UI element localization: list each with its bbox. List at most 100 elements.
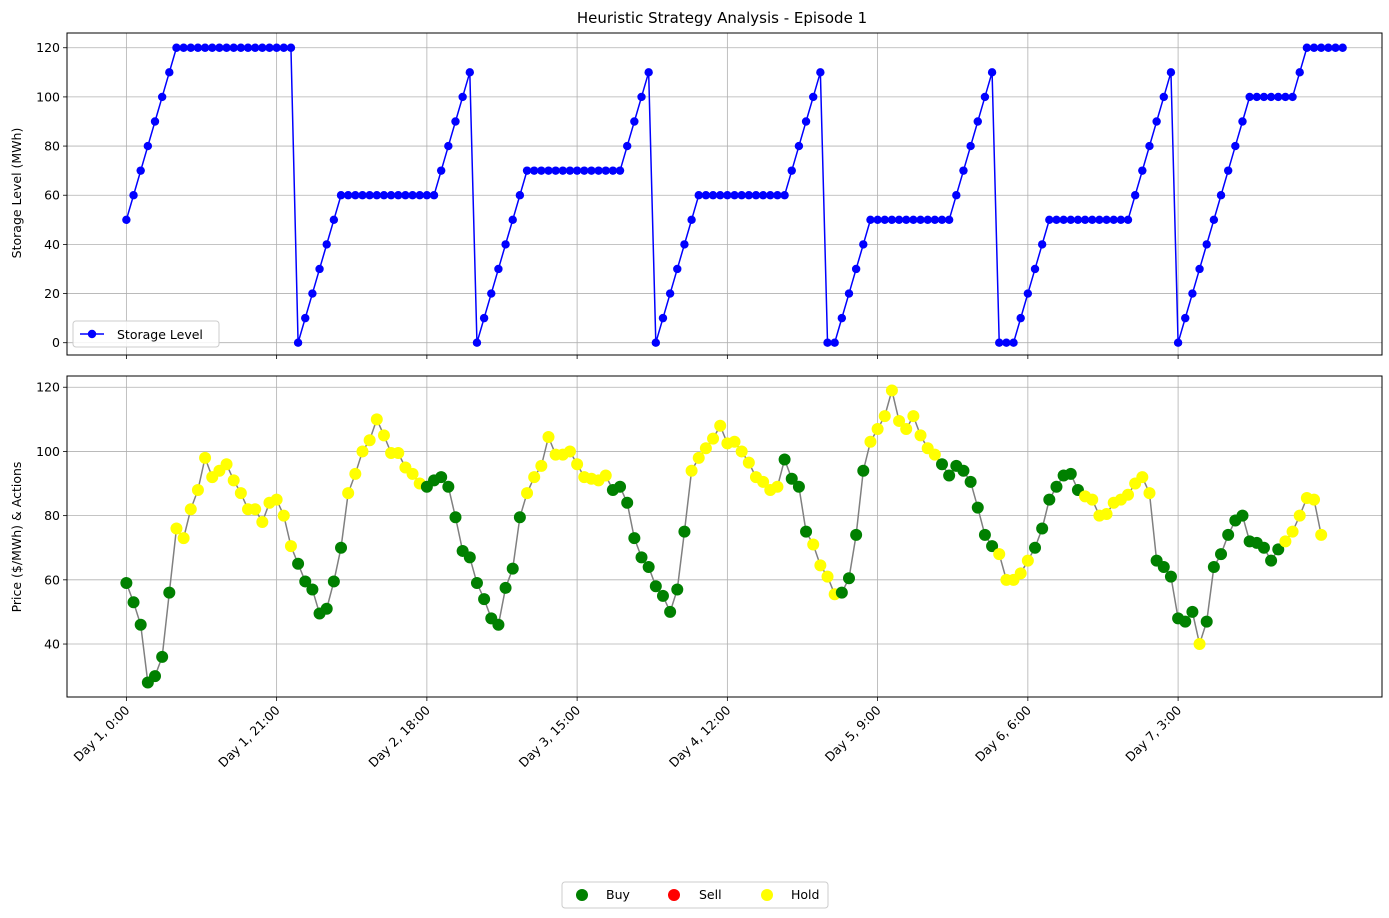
storage-level-point — [894, 215, 904, 225]
storage-level-point — [1116, 215, 1126, 225]
hold-action-point — [249, 503, 262, 516]
storage-level-point — [200, 43, 210, 52]
storage-level-point — [565, 166, 575, 175]
hold-action-point — [599, 469, 612, 482]
price-axes-frame — [66, 375, 1383, 698]
hold-action-point — [1086, 493, 1099, 506]
storage-level-point — [1073, 215, 1083, 225]
storage-level-point — [1159, 92, 1168, 102]
buy-action-point — [320, 602, 333, 615]
storage-level-point — [143, 141, 153, 151]
storage-level-point — [902, 215, 911, 225]
storage-level-point — [959, 166, 968, 175]
storage-level-point — [823, 338, 832, 347]
hold-action-point — [707, 432, 720, 445]
storage-level-point — [1037, 240, 1047, 249]
storage-level-point — [1316, 43, 1326, 52]
buy-action-point — [134, 618, 147, 631]
storage-level-point — [1195, 264, 1204, 274]
hold-action-point — [871, 422, 884, 435]
storage-level-point — [1016, 313, 1025, 323]
storage-level-point — [458, 92, 467, 102]
buy-action-point — [642, 561, 655, 573]
buy-action-point — [442, 480, 455, 493]
storage-level-point — [1009, 338, 1018, 347]
storage-level-point — [1338, 43, 1347, 52]
legend-hold-label: Hold — [791, 887, 819, 902]
legend-sell-label: Sell — [699, 887, 722, 902]
hold-action-point — [1279, 535, 1292, 548]
buy-action-point — [842, 572, 855, 585]
buy-action-point — [792, 480, 805, 493]
storage-y-tick-label: 20 — [44, 286, 60, 301]
hold-action-point — [757, 475, 770, 488]
storage-level-point — [286, 43, 296, 52]
storage-legend: Storage Level — [72, 320, 220, 348]
hold-action-point — [220, 458, 233, 471]
storage-level-point — [944, 215, 954, 225]
storage-level-point — [222, 43, 231, 52]
buy-action-point — [478, 593, 491, 606]
storage-level-point — [594, 166, 603, 175]
storage-level-point — [544, 166, 553, 175]
hold-action-point — [821, 570, 834, 583]
hold-action-point — [714, 419, 727, 432]
storage-level-point — [780, 191, 789, 200]
hold-action-point — [170, 522, 183, 535]
storage-level-point — [1095, 215, 1104, 225]
storage-level-point — [1173, 338, 1183, 347]
storage-level-point — [351, 191, 360, 200]
buy-action-point — [1164, 570, 1177, 583]
storage-level-point — [386, 191, 396, 200]
buy-action-point — [1036, 522, 1049, 535]
storage-level-point — [494, 264, 503, 274]
storage-level-point — [1295, 68, 1304, 77]
hold-action-point — [521, 487, 534, 500]
buy-action-point — [1186, 605, 1199, 618]
storage-y-tick-label: 60 — [44, 188, 60, 203]
price-y-ticks: 40 60 80 100 120 — [36, 380, 67, 652]
storage-level-point — [1309, 43, 1319, 52]
storage-level-point — [258, 43, 267, 52]
storage-level-point — [401, 191, 410, 200]
storage-level-point — [479, 313, 489, 323]
storage-level-point — [694, 191, 703, 200]
storage-level-point — [429, 191, 439, 200]
hold-action-point — [900, 422, 913, 435]
storage-level-point — [1023, 289, 1033, 298]
storage-level-point — [716, 191, 725, 200]
storage-level-point — [744, 191, 754, 200]
storage-level-point — [816, 68, 825, 77]
storage-level-point — [343, 191, 353, 200]
storage-level-point — [1259, 92, 1269, 102]
hold-action-point — [771, 480, 784, 493]
storage-level-point — [1123, 215, 1133, 225]
storage-level-point — [1245, 92, 1254, 102]
hold-action-point — [234, 487, 247, 500]
storage-level-point — [887, 215, 897, 225]
buy-action-point — [1265, 554, 1278, 567]
buy-action-point — [936, 458, 948, 471]
buy-action-point — [335, 541, 348, 554]
hold-action-point — [542, 430, 555, 443]
storage-level-point — [708, 191, 718, 200]
buy-action-point — [1043, 493, 1056, 506]
hold-action-point — [1136, 471, 1149, 484]
buy-action-point — [306, 583, 319, 596]
storage-y-tick-label: 40 — [44, 237, 60, 252]
storage-level-point — [851, 264, 861, 274]
storage-level-point — [1130, 191, 1140, 200]
storage-level-point — [1045, 215, 1054, 225]
hold-action-point — [227, 474, 240, 487]
storage-legend-box — [72, 320, 220, 348]
hold-action-point — [993, 548, 1006, 561]
storage-level-point — [165, 68, 174, 77]
hold-action-point — [735, 445, 748, 458]
storage-level-point — [487, 289, 496, 298]
storage-level-point — [737, 191, 746, 200]
storage-level-point — [1188, 289, 1197, 298]
buy-action-point — [857, 464, 870, 477]
storage-level-point — [1223, 166, 1233, 175]
hold-action-point — [177, 532, 190, 545]
storage-level-point — [952, 191, 961, 200]
